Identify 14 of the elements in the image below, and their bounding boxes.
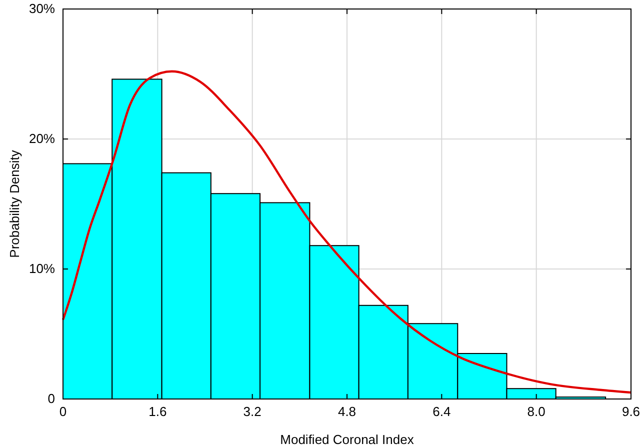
y-tick-label: 0: [48, 391, 55, 406]
y-tick-label: 30%: [28, 1, 56, 16]
x-tick-label: 0: [59, 404, 67, 420]
y-tick-label: 10%: [28, 261, 56, 276]
y-axis-title: Probability Density: [7, 150, 22, 258]
y-tick-label: 20%: [28, 131, 56, 146]
x-axis-title: Modified Coronal Index: [280, 432, 414, 447]
x-tick-label: 9.6: [622, 404, 640, 420]
x-tick-label: 4.8: [338, 404, 356, 420]
x-tick-label: 1.6: [148, 404, 167, 420]
x-tick-label: 3.2: [243, 404, 262, 420]
line-series: [62, 70, 632, 394]
x-tick-label: 8.0: [527, 404, 546, 420]
x-tick-label: 6.4: [432, 404, 451, 420]
